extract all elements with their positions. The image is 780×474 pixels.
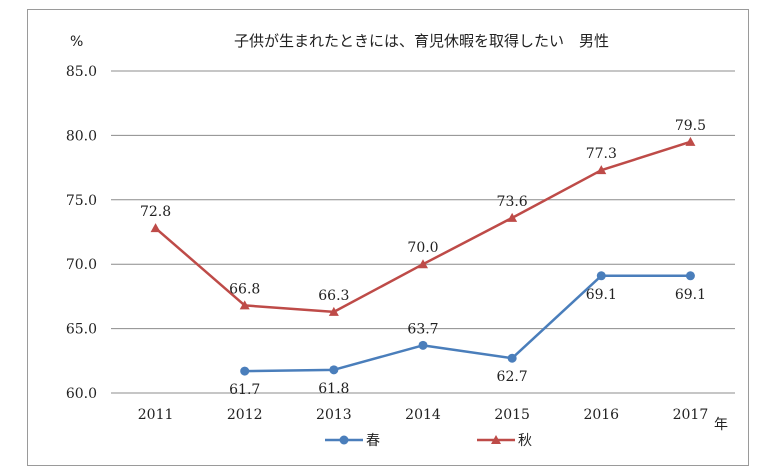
data-label: 61.8: [318, 381, 349, 397]
legend-marker-spring: [339, 435, 349, 445]
y-tick-label: 70.0: [66, 257, 97, 273]
data-label: 69.1: [675, 287, 706, 303]
data-label: 62.7: [497, 369, 528, 385]
x-tick-label: 2012: [227, 407, 263, 423]
data-label: 77.3: [586, 146, 617, 162]
data-label: 61.7: [229, 382, 260, 398]
data-point: [596, 165, 607, 175]
x-tick-label: 2017: [673, 407, 709, 423]
series-spring: [240, 271, 695, 376]
data-point: [685, 271, 695, 281]
data-label: 70.0: [407, 240, 438, 256]
data-point: [418, 340, 428, 350]
data-point: [418, 259, 428, 269]
legend-label-spring: 春: [366, 433, 380, 449]
x-tick-label: 2015: [494, 407, 530, 423]
legend-label-autumn: 秋: [518, 433, 532, 449]
legend-marker-autumn: [491, 435, 501, 444]
axes: 60.0 65.0 70.0 75.0 80.0 85.0 2011 2012 2013 2014…: [66, 64, 708, 423]
y-tick-label: 60.0: [66, 386, 97, 402]
data-point: [507, 353, 517, 363]
data-point: [329, 365, 339, 375]
x-axis-unit: 年: [714, 417, 728, 433]
y-tick-label: 75.0: [66, 193, 97, 209]
x-tick-label: 2013: [316, 407, 352, 423]
y-tick-label: 85.0: [66, 64, 97, 80]
data-point: [507, 212, 518, 222]
series-autumn: [150, 136, 696, 316]
x-tick-label: 2016: [583, 407, 619, 423]
data-label: 63.7: [407, 321, 438, 337]
y-tick-label: 65.0: [66, 322, 97, 338]
y-axis-unit: %: [70, 34, 83, 50]
series-line: [244, 274, 691, 373]
legend-item-spring: 春: [325, 433, 380, 449]
y-tick-label: 80.0: [66, 128, 97, 144]
data-label: 69.1: [586, 287, 617, 303]
data-label: 79.5: [675, 118, 706, 134]
legend-item-autumn: 秋: [477, 433, 532, 449]
data-labels: 61.7 61.8 63.7 62.7 69.1 69.1 72.8 66.8 66.3 70.0…: [140, 118, 706, 398]
data-point: [596, 271, 606, 281]
data-label: 66.3: [318, 288, 349, 304]
data-point: [328, 306, 339, 316]
data-label: 72.8: [140, 204, 171, 220]
chart-frame: 60.0 65.0 70.0 75.0 80.0 85.0 2011 2012 2013 2014…: [27, 9, 749, 466]
x-tick-label: 2014: [405, 407, 441, 423]
series-layer: [150, 136, 696, 376]
legend: 春 秋: [325, 433, 532, 449]
data-label: 73.6: [497, 194, 528, 210]
data-point: [685, 136, 696, 146]
data-point: [150, 223, 161, 233]
data-point: [240, 366, 250, 376]
data-label: 66.8: [229, 281, 260, 297]
chart-title: 子供が生まれたときには、育児休暇を取得したい 男性: [234, 32, 609, 50]
x-tick-label: 2011: [138, 407, 174, 423]
line-chart: 60.0 65.0 70.0 75.0 80.0 85.0 2011 2012 2013 2014…: [66, 32, 735, 449]
data-point: [239, 300, 250, 310]
